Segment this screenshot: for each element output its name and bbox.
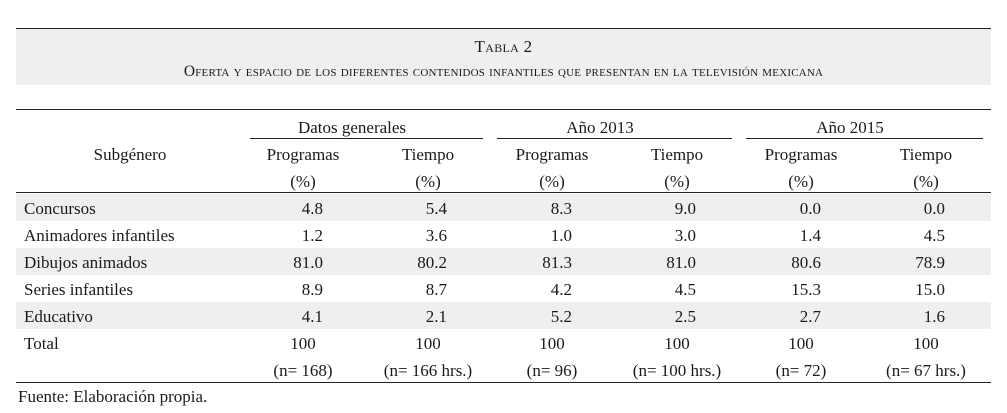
table-cell: 1.0	[550, 226, 572, 245]
group-rule-datos	[250, 138, 483, 139]
table-cell: 4.5	[923, 226, 945, 245]
col-tiempo-dg: Tiempo	[401, 145, 455, 164]
table-cell: 4.2	[550, 280, 572, 299]
col-tiempo-2015: Tiempo	[899, 145, 953, 164]
table-cell: 15.0	[915, 280, 945, 299]
table-cell: 8.9	[301, 280, 323, 299]
col-unit: (%)	[539, 172, 565, 191]
table-cell: 5.2	[550, 307, 572, 326]
table-cell: 4.8	[301, 199, 323, 218]
group-rule-2013	[497, 138, 732, 139]
table-caption: Oferta y espacio de los diferentes conte…	[183, 63, 824, 80]
table-cell: 80.2	[417, 253, 447, 272]
table-cell: 2.1	[425, 307, 447, 326]
row-label: Concursos	[24, 199, 96, 218]
table-label: Tabla 2	[474, 37, 533, 56]
table-cell: 15.3	[791, 280, 821, 299]
table-cell: 9.0	[674, 199, 696, 218]
table-cell: 1.6	[923, 307, 945, 326]
col-programas-dg: Programas	[266, 145, 340, 164]
row-shade	[16, 194, 991, 221]
col-unit: (%)	[913, 172, 939, 191]
table-cell: 78.9	[915, 253, 945, 272]
total-cell: 100	[290, 334, 316, 353]
total-cell: 100	[913, 334, 939, 353]
total-cell: 100	[788, 334, 814, 353]
n-cell: (n= 67 hrs.)	[886, 361, 966, 380]
col-unit: (%)	[664, 172, 690, 191]
table-cell: 4.5	[674, 280, 696, 299]
table-title-band: Tabla 2 Oferta y espacio de los diferent…	[16, 28, 991, 85]
col-unit: (%)	[415, 172, 441, 191]
table-cell: 8.7	[425, 280, 447, 299]
table-cell: 81.0	[666, 253, 696, 272]
subgenre-header: Subgénero	[93, 145, 167, 164]
group-header-2015: Año 2015	[816, 118, 884, 137]
table-cell: 0.0	[923, 199, 945, 218]
table-cell: 81.0	[293, 253, 323, 272]
table-cell: 2.5	[674, 307, 696, 326]
total-cell: 100	[664, 334, 690, 353]
table-cell: 80.6	[791, 253, 821, 272]
col-programas-2015: Programas	[764, 145, 838, 164]
col-programas-2013: Programas	[515, 145, 589, 164]
table-cell: 1.2	[301, 226, 323, 245]
n-cell: (n= 100 hrs.)	[632, 361, 722, 380]
table-cell: 3.6	[425, 226, 447, 245]
col-unit: (%)	[788, 172, 814, 191]
n-cell: (n= 72)	[775, 361, 827, 380]
table-cell: 8.3	[550, 199, 572, 218]
total-cell: 100	[539, 334, 565, 353]
table-cell: 2.7	[799, 307, 821, 326]
n-cell: (n= 168)	[273, 361, 333, 380]
n-cell: (n= 166 hrs.)	[383, 361, 473, 380]
table-cell: 0.0	[799, 199, 821, 218]
row-shade	[16, 302, 991, 329]
group-header-datos-generales: Datos generales	[297, 118, 407, 137]
header-bottom-rule	[16, 192, 991, 193]
col-tiempo-2013: Tiempo	[650, 145, 704, 164]
table-cell: 81.3	[542, 253, 572, 272]
table-cell: 1.4	[799, 226, 821, 245]
table-cell: 4.1	[301, 307, 323, 326]
row-label: Dibujos animados	[24, 253, 148, 272]
table-top-rule	[16, 109, 991, 110]
table-source-note: Fuente: Elaboración propia.	[18, 387, 208, 406]
row-label: Animadores infantiles	[24, 226, 175, 245]
row-label: Series infantiles	[24, 280, 134, 299]
group-header-2013: Año 2013	[566, 118, 634, 137]
row-shade	[16, 248, 991, 275]
total-cell: 100	[415, 334, 441, 353]
total-label: Total	[24, 334, 59, 353]
table-cell: 3.0	[674, 226, 696, 245]
table-cell: 5.4	[425, 199, 447, 218]
n-cell: (n= 96)	[526, 361, 578, 380]
table-bottom-rule	[16, 382, 991, 383]
col-unit: (%)	[290, 172, 316, 191]
row-label: Educativo	[24, 307, 93, 326]
group-rule-2015	[746, 138, 983, 139]
